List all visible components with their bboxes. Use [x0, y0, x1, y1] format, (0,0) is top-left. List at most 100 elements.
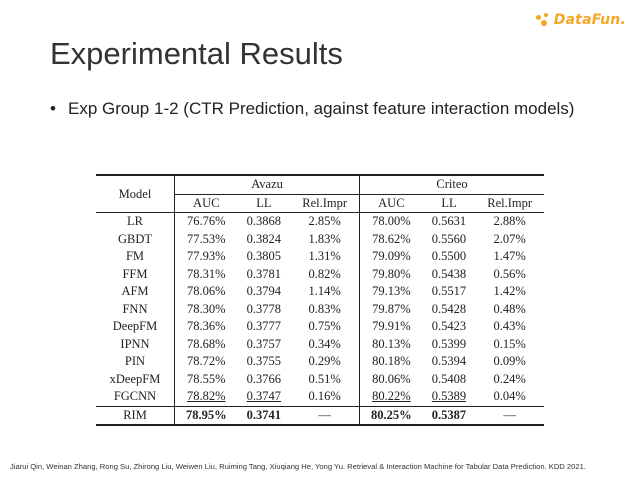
value-cell: 0.5428 [431, 301, 467, 316]
slide-title: Experimental Results [50, 36, 343, 71]
value-cell: 1.83% [308, 231, 341, 246]
value-cell: 0.5631 [431, 214, 467, 229]
value-cell: 0.5399 [431, 336, 467, 351]
value-cell: 78.06% [186, 284, 226, 299]
subheader: LL [237, 193, 291, 213]
value-cell: 0.04% [493, 389, 526, 404]
value-cell: 2.85% [308, 214, 341, 229]
value-cell: 79.80% [359, 265, 423, 283]
subheader: Rel.Impr [290, 193, 360, 213]
value-cell: — [503, 407, 516, 422]
model-name-cell: xDeepFM [96, 370, 175, 388]
value-cell: 0.5389 [431, 389, 467, 404]
value-cell: 80.13% [359, 335, 423, 353]
value-cell: 2.07% [493, 231, 526, 246]
citation-footer: Jiarui Qin, Weinan Zhang, Rong Su, Zhiro… [10, 462, 586, 471]
value-cell: 0.15% [493, 336, 526, 351]
model-name-cell: GBDT [96, 230, 175, 248]
value-cell: 1.42% [493, 284, 526, 299]
value-cell: 0.3777 [246, 319, 282, 334]
value-cell: 0.3805 [246, 249, 282, 264]
value-cell: 0.09% [493, 354, 526, 369]
value-cell: 78.95% [185, 407, 227, 422]
value-cell: 0.3755 [246, 354, 282, 369]
value-cell: 79.13% [359, 283, 423, 301]
logo-text: DataFun. [553, 12, 626, 28]
value-cell: 0.43% [493, 319, 526, 334]
value-cell: 1.47% [493, 249, 526, 264]
value-cell: 0.3778 [246, 301, 282, 316]
value-cell: 2.88% [493, 214, 526, 229]
value-cell: 0.83% [308, 301, 341, 316]
value-cell: 76.76% [186, 214, 226, 229]
table-row-final: RIM 78.95% 0.3741 — 80.25% 0.5387 — [96, 406, 544, 425]
value-cell: 79.09% [359, 248, 423, 266]
subheader: LL [422, 193, 476, 213]
table-row: LR 76.76% 0.3868 2.85% 78.00% 0.5631 2.88% [96, 212, 544, 231]
table-row: PIN 78.72% 0.3755 0.29% 80.18% 0.5394 0.09% [96, 353, 544, 371]
results-table-wrapper: Model Avazu Criteo AUC LL Rel.Impr AUC L… [96, 174, 544, 426]
subheader: AUC [359, 193, 423, 213]
results-table: Model Avazu Criteo AUC LL Rel.Impr AUC L… [96, 174, 544, 426]
bullet-dot-icon: • [50, 99, 56, 118]
value-cell: 0.5423 [431, 319, 467, 334]
value-cell: 0.5387 [431, 407, 467, 422]
value-cell: 0.29% [308, 354, 341, 369]
subheader: Rel.Impr [475, 193, 544, 213]
table-row: IPNN 78.68% 0.3757 0.34% 80.13% 0.5399 0.15% [96, 335, 544, 353]
table-body: LR 76.76% 0.3868 2.85% 78.00% 0.5631 2.88% GBDT… [96, 212, 544, 425]
value-cell: 0.5560 [431, 231, 467, 246]
table-row: xDeepFM 78.55% 0.3766 0.51% 80.06% 0.5408 0.24… [96, 370, 544, 388]
datafun-logo: DataFun. [535, 12, 626, 28]
table-row: FFM 78.31% 0.3781 0.82% 79.80% 0.5438 0.56% [96, 265, 544, 283]
bullet-item: • Exp Group 1-2 (CTR Prediction, against… [50, 98, 590, 120]
value-cell: 78.31% [186, 266, 226, 281]
table-row: FNN 78.30% 0.3778 0.83% 79.87% 0.5428 0.48% [96, 300, 544, 318]
value-cell: 78.36% [186, 319, 226, 334]
value-cell: 77.53% [186, 231, 226, 246]
value-cell: 0.34% [308, 336, 341, 351]
value-cell: 78.82% [186, 389, 226, 404]
value-cell: 0.3794 [246, 284, 282, 299]
model-name-cell: FM [96, 248, 175, 266]
value-cell: 0.3766 [246, 371, 282, 386]
logo-dots-icon [535, 12, 552, 28]
model-name-cell: IPNN [96, 335, 175, 353]
group-header-avazu: Avazu [251, 177, 283, 192]
value-cell: 0.3824 [246, 231, 282, 246]
value-cell: 80.18% [359, 353, 423, 371]
subheader: AUC [174, 193, 238, 213]
model-name-cell: FGCNN [96, 388, 175, 406]
value-cell: 80.22% [359, 388, 423, 406]
table-row: AFM 78.06% 0.3794 1.14% 79.13% 0.5517 1.42% [96, 283, 544, 301]
value-cell: 0.3757 [246, 336, 282, 351]
value-cell: 0.48% [493, 301, 526, 316]
model-name-cell: FNN [96, 300, 175, 318]
value-cell: — [318, 407, 331, 422]
value-cell: 78.00% [359, 212, 423, 231]
value-cell: 0.3741 [246, 407, 282, 422]
table-row: DeepFM 78.36% 0.3777 0.75% 79.91% 0.5423 0.43% [96, 318, 544, 336]
value-cell: 1.14% [308, 284, 341, 299]
value-cell: 77.93% [186, 249, 226, 264]
value-cell: 79.91% [359, 318, 423, 336]
value-cell: 0.5517 [431, 284, 467, 299]
value-cell: 0.5408 [431, 371, 467, 386]
table-row: GBDT 77.53% 0.3824 1.83% 78.62% 0.5560 2.07% [96, 230, 544, 248]
value-cell: 0.3747 [246, 389, 282, 404]
value-cell: 78.72% [186, 354, 226, 369]
value-cell: 0.5500 [431, 249, 467, 264]
value-cell: 78.62% [359, 230, 423, 248]
value-cell: 0.56% [493, 266, 526, 281]
value-cell: 0.5438 [431, 266, 467, 281]
value-cell: 0.75% [308, 319, 341, 334]
model-name-cell: LR [96, 212, 175, 231]
model-name-cell: AFM [96, 283, 175, 301]
value-cell: 0.3868 [246, 214, 282, 229]
value-cell: 0.24% [493, 371, 526, 386]
group-header-criteo: Criteo [359, 175, 544, 194]
value-cell: 0.51% [308, 371, 341, 386]
table-row: FGCNN 78.82% 0.3747 0.16% 80.22% 0.5389 0.04% [96, 388, 544, 406]
value-cell: 78.68% [186, 336, 226, 351]
model-name-cell: RIM [96, 406, 175, 425]
